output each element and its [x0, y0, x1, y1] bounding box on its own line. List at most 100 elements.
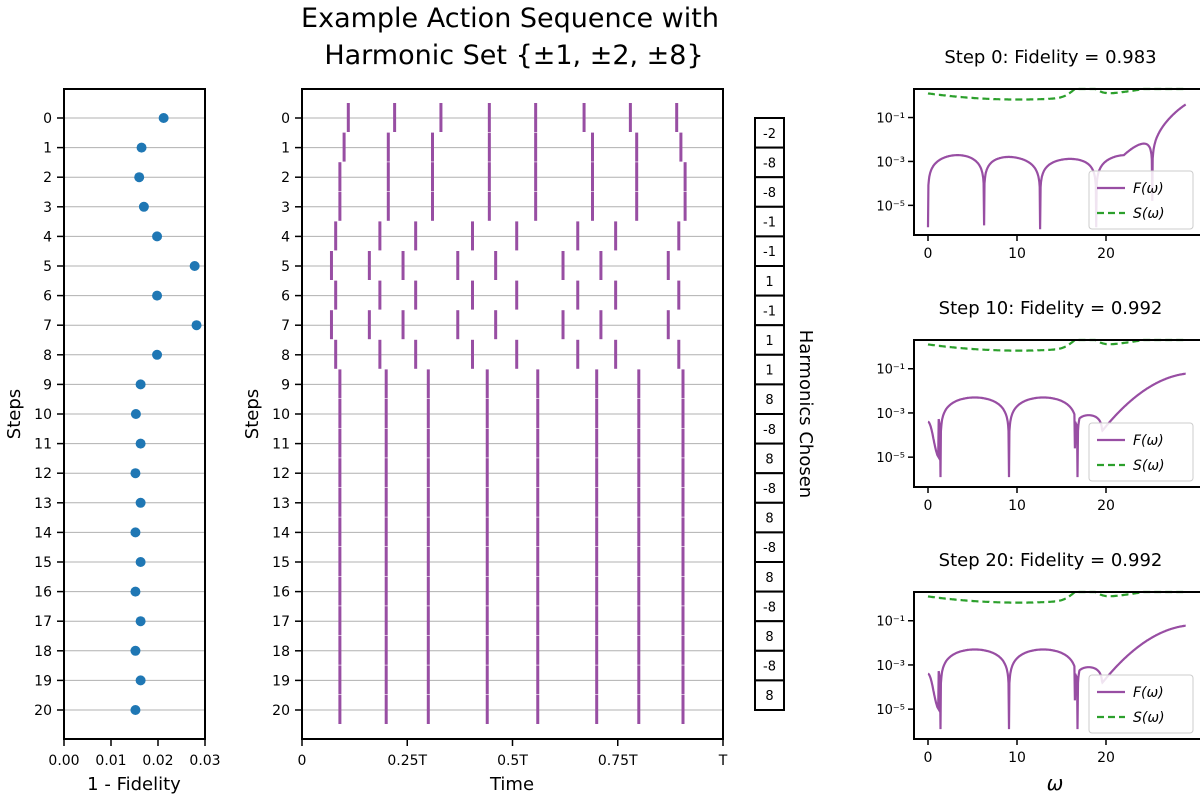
p2-ytick-label: 3 — [281, 200, 290, 216]
harmonic-value: -8 — [763, 423, 776, 438]
p1-ylabel: Steps — [4, 389, 25, 439]
harmonic-value: 8 — [765, 512, 773, 527]
spectrum-s-curve — [927, 338, 1186, 352]
spectrum-title: Step 10: Fidelity = 0.992 — [939, 298, 1163, 319]
p2-pulses — [329, 103, 687, 724]
p1-ytick-label: 17 — [34, 614, 52, 630]
harmonic-cell — [754, 294, 785, 327]
spectrum-xtick-label: 0 — [924, 246, 933, 262]
harmonic-value: -8 — [763, 600, 776, 615]
harmonic-cell — [754, 324, 785, 356]
spectrum-xtick-label: 10 — [1008, 246, 1026, 262]
p1-xlabel: 1 - Fidelity — [87, 774, 181, 795]
harmonic-value: -8 — [763, 186, 776, 201]
p1-ytick-label: 12 — [34, 466, 52, 482]
p1-xtick-label: 0.01 — [95, 753, 126, 769]
harmonic-value: 8 — [765, 452, 773, 467]
spectrum-title: Step 0: Fidelity = 0.983 — [944, 47, 1156, 68]
p1-ytick-label: 3 — [43, 200, 52, 216]
p2-ytick-label: 12 — [272, 466, 290, 482]
harmonic-value: -1 — [763, 216, 776, 231]
p1-point — [135, 557, 146, 567]
p1-point — [134, 172, 145, 183]
harmonic-cell — [754, 265, 785, 297]
spectrum-legend — [1088, 422, 1194, 482]
spectrum-s-curve — [927, 87, 1186, 101]
p1-point — [130, 586, 141, 597]
p1-point — [158, 113, 169, 123]
p1-point — [135, 616, 146, 627]
spectrum-f-curve — [927, 624, 1186, 730]
p1-ytick-label: 11 — [34, 437, 52, 453]
p1-ytick-label: 8 — [43, 348, 52, 364]
p1-ytick-label: 5 — [43, 259, 52, 275]
spectrum-title: Step 20: Fidelity = 0.992 — [939, 550, 1163, 571]
harmonic-value: -8 — [763, 156, 776, 171]
p2-xlabel: Time — [489, 774, 534, 795]
p1-xtick-label: 0.03 — [189, 753, 220, 769]
spectrum-ytick-label: 10⁻³ — [876, 659, 905, 674]
p1-point — [130, 645, 141, 656]
harmonics-table: -2 -8 -8 -1 -1 1 -1 1 1 8 -8 8 -8 8 -8 8 -8 8 -8 8 Harmonic… — [754, 117, 816, 712]
p1-point — [130, 705, 141, 715]
spectrum-xtick-label: 0 — [924, 750, 933, 766]
harmonic-cell — [754, 590, 785, 623]
spectrum-f-curve — [927, 372, 1186, 478]
p2-x-ticks: 0 0.25T 0.5T 0.75T T — [298, 739, 728, 769]
harmonic-value: 8 — [765, 630, 773, 645]
p2-ytick-label: 0 — [281, 111, 290, 127]
p1-ytick-label: 16 — [34, 585, 52, 601]
p1-point — [135, 675, 146, 686]
harmonic-value: -2 — [763, 127, 776, 142]
spectrum-ytick-label: 10⁻⁵ — [876, 703, 905, 718]
p1-ytick-label: 14 — [34, 525, 52, 541]
p1-ytick-label: 1 — [43, 141, 52, 157]
p1-ytick-label: 20 — [34, 703, 52, 719]
harmonic-value: -8 — [763, 660, 776, 675]
spectrum-ytick-label: 10⁻¹ — [876, 112, 905, 127]
harmonic-cell — [754, 442, 785, 475]
harmonic-value: 1 — [765, 275, 773, 290]
p1-point — [135, 497, 146, 508]
spectrum-ytick-label: 10⁻³ — [876, 407, 905, 422]
p1-ytick-label: 2 — [43, 170, 52, 186]
harmonic-value: -1 — [763, 304, 776, 319]
spectrum-panel: Step 0: Fidelity = 0.983 10⁻¹ 10⁻³ 10⁻⁵ 0 10 2… — [876, 47, 1200, 262]
p2-xtick-label: 0.75T — [598, 753, 638, 769]
p2-ytick-label: 8 — [281, 348, 290, 364]
p2-ytick-label: 10 — [272, 407, 290, 423]
p1-ytick-label: 13 — [34, 496, 52, 512]
p2-ytick-label: 1 — [281, 141, 290, 157]
p1-point — [136, 142, 147, 153]
harmonic-value: 1 — [765, 334, 773, 349]
p1-point — [130, 527, 141, 538]
p2-ytick-label: 15 — [272, 555, 290, 571]
p2-gridlines — [302, 117, 723, 711]
p1-ytick-label: 0 — [43, 111, 52, 127]
harmonics-cells: -2 -8 -8 -1 -1 1 -1 1 1 8 -8 8 -8 8 -8 8 -8 8 -8 8 — [754, 117, 785, 712]
p1-ytick-label: 18 — [34, 644, 52, 660]
p1-ytick-label: 9 — [43, 377, 52, 393]
harmonic-value: 8 — [765, 393, 773, 408]
p1-point — [135, 438, 146, 449]
p2-xtick-label: 0.5T — [497, 753, 528, 769]
spectrum-ytick-label: 10⁻¹ — [876, 615, 905, 630]
spectrum-f-curve — [926, 103, 1187, 230]
p2-ytick-label: 5 — [281, 259, 290, 275]
spectrum-panel: Step 20: Fidelity = 0.992 10⁻¹ 10⁻³ 10⁻⁵ 0 10… — [876, 550, 1200, 795]
p1-point — [138, 201, 149, 212]
spectrum-xtick-label: 0 — [924, 498, 933, 514]
p1-point — [191, 320, 202, 331]
suptitle-line2: Harmonic Set {±1, ±2, ±8} — [324, 40, 703, 71]
p1-ytick-label: 4 — [43, 229, 52, 245]
p1-point — [130, 468, 141, 479]
spectrum-xtick-label: 20 — [1097, 246, 1115, 262]
suptitle-line1: Example Action Sequence with — [301, 3, 719, 34]
harmonic-value: 1 — [765, 364, 773, 379]
p2-xtick-label: 0 — [298, 753, 307, 769]
spectrum-xtick-label: 10 — [1008, 498, 1026, 514]
p2-ytick-label: 19 — [272, 673, 290, 689]
